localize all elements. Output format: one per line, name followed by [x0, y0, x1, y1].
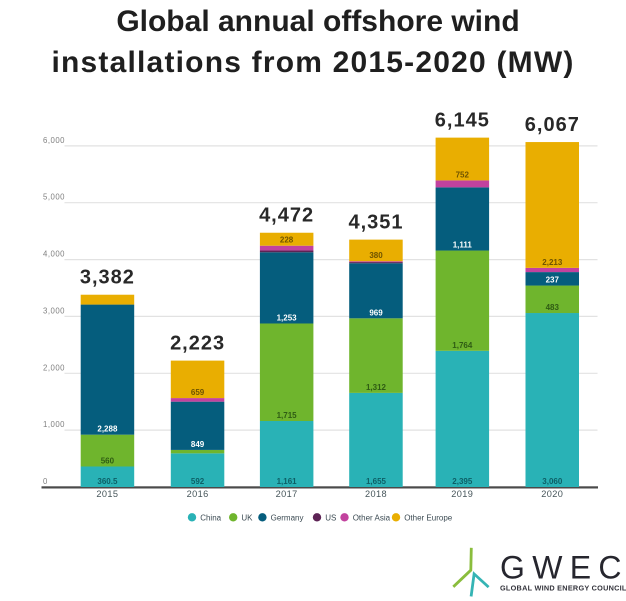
svg-text:3,060: 3,060	[542, 477, 563, 486]
svg-text:659: 659	[191, 388, 205, 397]
svg-text:1,161: 1,161	[277, 477, 298, 486]
svg-text:0: 0	[43, 477, 48, 486]
svg-text:6,145: 6,145	[435, 110, 490, 132]
svg-text:4,351: 4,351	[348, 212, 403, 234]
svg-text:560: 560	[101, 457, 115, 466]
svg-text:China: China	[200, 513, 221, 522]
svg-text:1,715: 1,715	[277, 411, 298, 420]
svg-text:228: 228	[280, 236, 294, 245]
svg-text:3,382: 3,382	[80, 267, 135, 289]
svg-text:1,253: 1,253	[277, 314, 298, 323]
svg-text:2018: 2018	[365, 489, 387, 499]
svg-text:Global annual offshore wind: Global annual offshore wind	[116, 5, 519, 38]
svg-text:2,288: 2,288	[97, 425, 118, 434]
svg-text:6,067: 6,067	[525, 114, 580, 136]
svg-text:6,000: 6,000	[43, 136, 65, 145]
svg-text:installations from 2015-2020 (: installations from 2015-2020 (MW)	[51, 46, 574, 79]
svg-text:GWEC: GWEC	[500, 550, 626, 586]
svg-text:483: 483	[546, 303, 560, 312]
svg-text:5,000: 5,000	[43, 193, 65, 202]
svg-text:237: 237	[546, 276, 560, 285]
svg-text:1,764: 1,764	[452, 341, 473, 350]
svg-text:4,000: 4,000	[43, 250, 65, 259]
svg-text:1,111: 1,111	[453, 241, 473, 250]
svg-text:1,312: 1,312	[366, 383, 387, 392]
svg-text:2020: 2020	[541, 489, 563, 499]
svg-text:UK: UK	[241, 513, 253, 522]
svg-text:849: 849	[191, 440, 205, 449]
svg-text:2,000: 2,000	[43, 363, 65, 372]
svg-text:2,213: 2,213	[542, 258, 563, 267]
svg-text:969: 969	[369, 308, 383, 317]
svg-text:GLOBAL WIND ENERGY COUNCIL: GLOBAL WIND ENERGY COUNCIL	[500, 584, 626, 593]
svg-text:2015: 2015	[96, 489, 118, 499]
svg-text:Other Europe: Other Europe	[404, 513, 453, 522]
svg-text:4,472: 4,472	[259, 205, 314, 227]
svg-text:2,223: 2,223	[170, 333, 225, 355]
svg-text:3,000: 3,000	[43, 306, 65, 315]
svg-text:592: 592	[191, 477, 205, 486]
svg-text:752: 752	[456, 170, 470, 179]
svg-text:2016: 2016	[187, 489, 209, 499]
svg-text:Other Asia: Other Asia	[353, 513, 391, 522]
svg-text:Germany: Germany	[271, 513, 304, 522]
svg-text:2,395: 2,395	[452, 477, 473, 486]
svg-text:2017: 2017	[276, 489, 298, 499]
svg-text:2019: 2019	[451, 489, 473, 499]
svg-text:380: 380	[369, 251, 383, 260]
svg-text:1,655: 1,655	[366, 477, 387, 486]
svg-text:1,000: 1,000	[43, 420, 65, 429]
svg-text:US: US	[325, 513, 336, 522]
svg-text:360.5: 360.5	[97, 477, 118, 486]
